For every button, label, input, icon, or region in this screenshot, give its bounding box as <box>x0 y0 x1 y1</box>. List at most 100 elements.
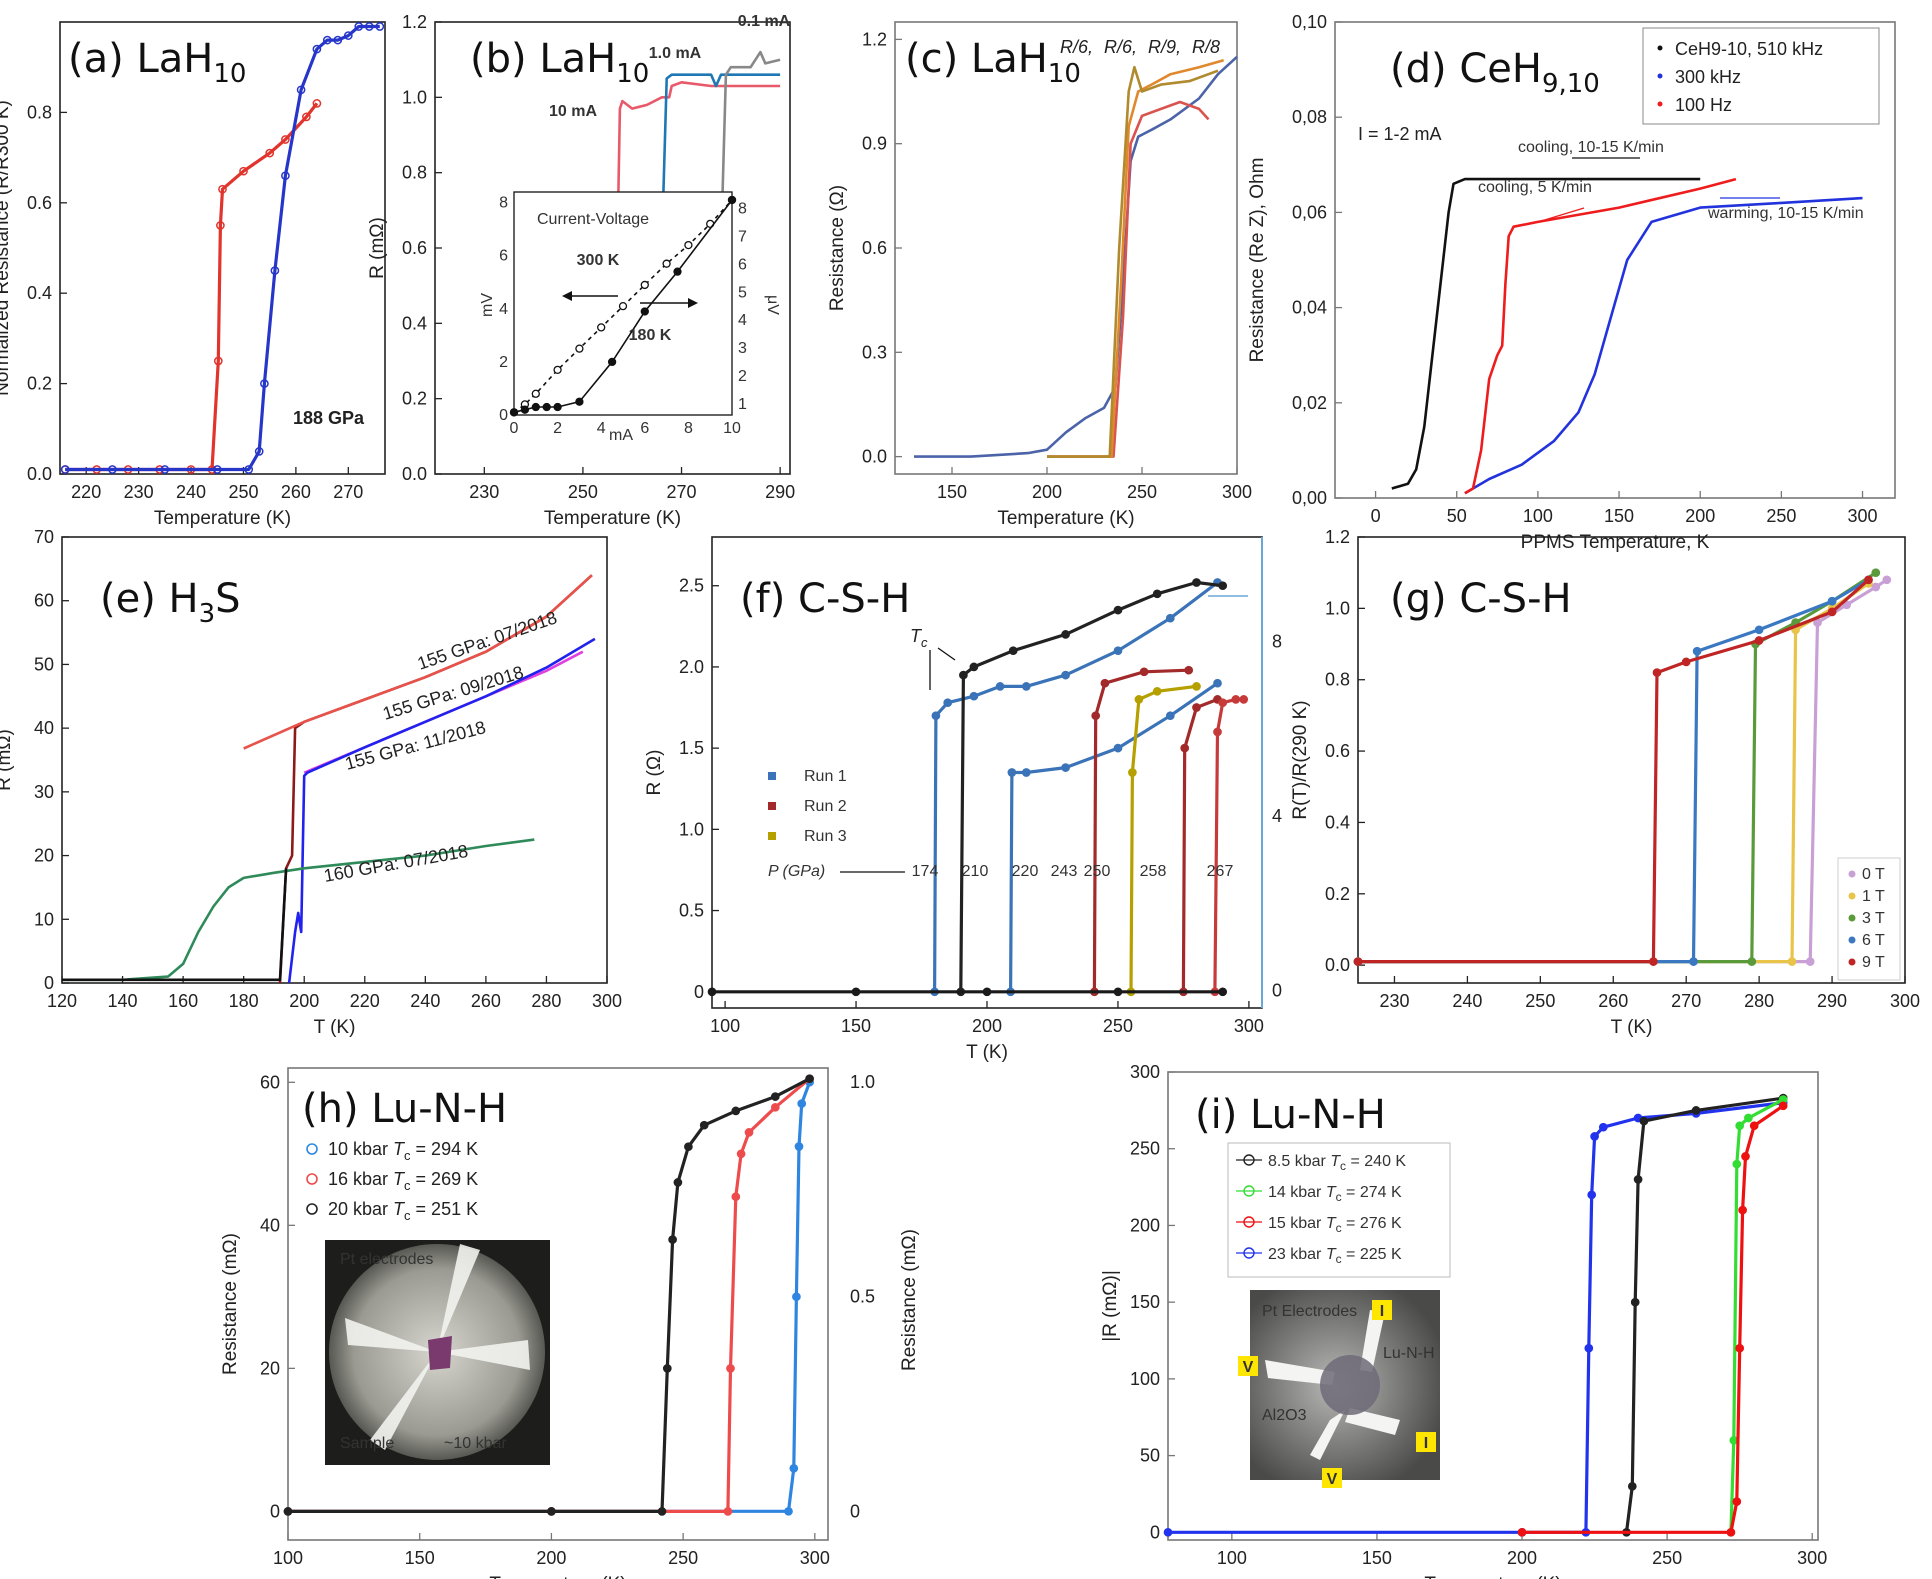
data-point <box>673 1178 683 1187</box>
x-tick-label: 100 <box>1217 1548 1247 1568</box>
x-axis-label: T (K) <box>1611 1017 1653 1038</box>
inset-y2-tick: 1 <box>738 396 747 413</box>
y-axis-label: R (Ω) <box>644 750 665 796</box>
series-line-15-kbar <box>1522 1104 1785 1534</box>
panel-title: (g) C-S-H <box>1390 576 1572 622</box>
panel-title: (e) H3S <box>100 576 241 629</box>
y-axis-label: |R (mΩ)| <box>1100 1270 1121 1342</box>
inset-x-tick: 0 <box>510 420 519 437</box>
data-point <box>668 1235 677 1244</box>
y-tick-label: 50 <box>1140 1446 1160 1466</box>
y-tick-label: 0.8 <box>27 102 52 122</box>
legend-marker <box>1243 1154 1255 1166</box>
data-point <box>1639 1116 1649 1126</box>
data-point <box>1754 625 1764 635</box>
data-point <box>959 670 968 680</box>
pt-electrode <box>437 1340 530 1370</box>
legend-marker <box>1243 1216 1255 1228</box>
x-tick-label: 230 <box>469 482 499 502</box>
x-tick-label: 280 <box>531 991 561 1011</box>
y-tick-label: 0.6 <box>402 238 427 258</box>
data-point <box>1165 711 1175 721</box>
data-point <box>1021 682 1031 691</box>
series-line-black-base <box>62 868 288 982</box>
data-point <box>1152 589 1162 599</box>
inset-x-tick: 2 <box>553 420 562 437</box>
series-line-R/6-red <box>1047 100 1210 458</box>
panel-title: (c) LaH10 <box>905 36 1081 89</box>
data-point <box>1649 957 1658 966</box>
x-axis-label: Temperature (K) <box>154 508 291 529</box>
y-tick-label: 0,00 <box>1292 488 1327 508</box>
inset-y2-tick: 7 <box>738 229 747 246</box>
x-tick-label: 200 <box>1507 1548 1537 1568</box>
data-point <box>797 1099 807 1108</box>
y-axis-label: Resistance (mΩ) <box>220 1233 241 1375</box>
panel-title: (i) Lu-N-H <box>1195 1092 1386 1138</box>
series-line-155-GPa:-11/2018 <box>287 637 596 984</box>
legend-marker <box>768 802 776 810</box>
y-tick-label: 0.0 <box>402 464 427 484</box>
pt-electrode <box>370 1352 437 1450</box>
legend-label: 16 kbar Tc = 269 K <box>328 1169 478 1193</box>
data-point <box>699 1120 709 1130</box>
legend-box <box>1837 857 1901 981</box>
data-point <box>736 1149 746 1159</box>
terminal-label: V <box>1243 1359 1254 1376</box>
data-point <box>784 1506 793 1516</box>
x-axis-label: Temperature (K) <box>489 1574 626 1579</box>
pressure-label: 258 <box>1140 863 1167 880</box>
panel-f: 100 150 200 250 300 0 0.5 1.0 1.5 2.0 2.5 T (K) R (Ω… <box>644 536 1282 1063</box>
y-tick-label: 20 <box>260 1358 280 1378</box>
pressure-axis-label: P (GPa) <box>768 863 825 880</box>
y-tick-label: 0.6 <box>862 238 887 258</box>
data-point <box>1584 1343 1594 1353</box>
inset-point <box>618 302 628 311</box>
data-point <box>1726 1527 1736 1537</box>
y-tick-label: 10 <box>34 909 54 929</box>
series-line-Run-2-(243) <box>1092 668 1189 992</box>
current-label: 1.0 mA <box>649 45 702 62</box>
data-point <box>1738 1205 1747 1215</box>
electrode-i-right <box>1345 1408 1400 1435</box>
inset-point <box>575 344 584 353</box>
x-tick-label: 100 <box>1523 506 1553 526</box>
y-tick-label: 1.2 <box>1325 527 1350 547</box>
data-point <box>731 1192 741 1202</box>
data-point <box>343 31 353 40</box>
series-label: 160 GPa: 07/2018 <box>322 841 469 886</box>
plot-frame <box>1334 21 1896 499</box>
series-line-1.0-mA <box>660 73 781 249</box>
series-line-R/9 <box>914 55 1238 458</box>
x-tick-label: 250 <box>1652 1548 1682 1568</box>
x-tick-label: 150 <box>1604 506 1634 526</box>
data-point <box>322 35 332 45</box>
data-point <box>1778 1101 1788 1111</box>
legend-label: 3 T <box>1862 910 1885 927</box>
panel-title: (f) C-S-H <box>740 576 910 622</box>
data-point <box>969 662 979 672</box>
terminal-label: I <box>1380 1303 1384 1320</box>
inset-point <box>509 408 519 417</box>
data-point <box>1754 636 1764 645</box>
pressure-label: 210 <box>962 863 989 880</box>
right-y-label: Resistance (mΩ) <box>899 1229 920 1371</box>
x-tick-label: 230 <box>1379 991 1409 1011</box>
legend-marker <box>1243 1185 1255 1197</box>
annotation-cooling-slow: cooling, 5 K/min <box>1478 179 1592 196</box>
pressure-label: 174 <box>912 863 939 880</box>
pt-electrode <box>437 1244 480 1352</box>
legend-box <box>1227 1142 1451 1278</box>
inset-y2-tick: 2 <box>738 368 747 385</box>
data-point <box>364 22 374 31</box>
y-tick-label: 0.0 <box>27 464 52 484</box>
plot-frame <box>61 536 608 984</box>
inset-point <box>531 402 540 412</box>
x-tick-label: 250 <box>1127 482 1157 502</box>
data-point <box>657 1507 667 1516</box>
x-tick-label: 200 <box>972 1016 1002 1036</box>
data-point <box>1517 1527 1527 1537</box>
plot-frame <box>59 21 386 475</box>
data-point <box>160 465 170 474</box>
legend-label: R/8 <box>1192 37 1220 57</box>
